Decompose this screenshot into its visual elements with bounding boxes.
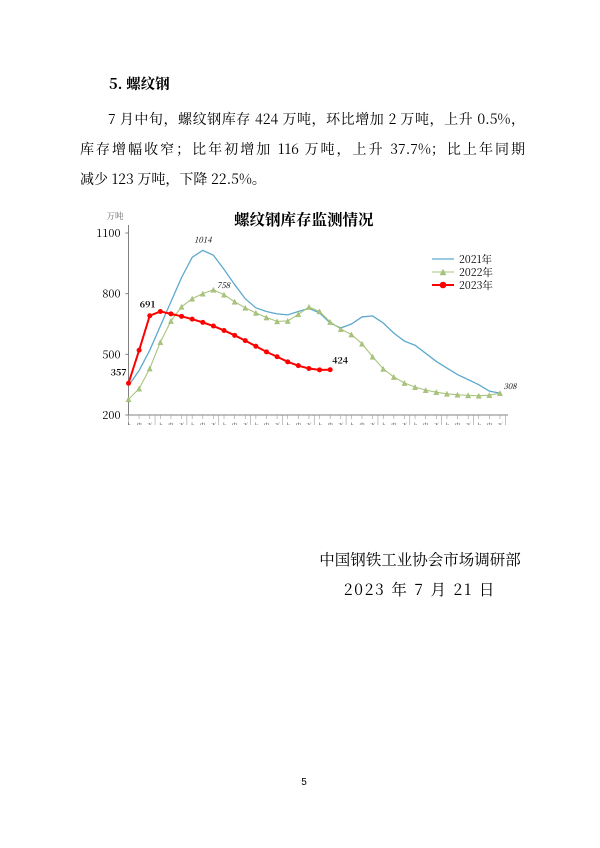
svg-text:691: 691 — [140, 298, 156, 311]
svg-text:上: 上 — [349, 421, 355, 425]
svg-text:上: 上 — [253, 421, 259, 425]
svg-text:中: 中 — [136, 421, 141, 425]
svg-text:下: 下 — [147, 421, 153, 425]
svg-text:357: 357 — [111, 365, 127, 378]
svg-text:上: 上 — [190, 421, 196, 425]
svg-text:424: 424 — [332, 354, 349, 367]
svg-text:上: 上 — [285, 421, 291, 425]
svg-text:中: 中 — [200, 421, 205, 425]
svg-text:下: 下 — [274, 421, 280, 425]
svg-text:中: 中 — [296, 421, 301, 425]
svg-text:上: 上 — [126, 421, 132, 425]
svg-text:下: 下 — [338, 421, 344, 425]
svg-text:下: 下 — [243, 421, 249, 425]
svg-text:下: 下 — [402, 421, 408, 425]
svg-text:上: 上 — [476, 421, 482, 425]
svg-text:中: 中 — [455, 421, 460, 425]
svg-text:上: 上 — [444, 421, 450, 425]
svg-text:2023年: 2023年 — [459, 278, 493, 293]
svg-text:中: 中 — [232, 421, 237, 425]
svg-text:下: 下 — [370, 421, 376, 425]
svg-text:中: 中 — [391, 421, 396, 425]
svg-text:下: 下 — [465, 421, 471, 425]
svg-text:上: 上 — [158, 421, 164, 425]
svg-text:758: 758 — [217, 280, 232, 291]
svg-text:下: 下 — [179, 421, 185, 425]
svg-text:中: 中 — [423, 421, 428, 425]
svg-text:下: 下 — [497, 421, 503, 425]
svg-text:中: 中 — [264, 421, 269, 425]
svg-text:上: 上 — [381, 421, 387, 425]
svg-text:500: 500 — [102, 346, 120, 362]
svg-text:800: 800 — [102, 286, 120, 302]
svg-text:中: 中 — [359, 421, 364, 425]
svg-text:中: 中 — [328, 421, 333, 425]
svg-text:万吨: 万吨 — [107, 210, 125, 222]
svg-text:中: 中 — [168, 421, 173, 425]
svg-text:1100: 1100 — [96, 225, 120, 241]
svg-text:中: 中 — [487, 421, 492, 425]
svg-text:200: 200 — [102, 407, 120, 423]
svg-text:下: 下 — [434, 421, 440, 425]
svg-text:1014: 1014 — [194, 234, 212, 245]
svg-text:下: 下 — [306, 421, 312, 425]
svg-text:308: 308 — [503, 381, 518, 392]
svg-text:上: 上 — [317, 421, 323, 425]
svg-text:下: 下 — [211, 421, 217, 425]
svg-text:上: 上 — [221, 421, 227, 425]
svg-text:上: 上 — [412, 421, 418, 425]
